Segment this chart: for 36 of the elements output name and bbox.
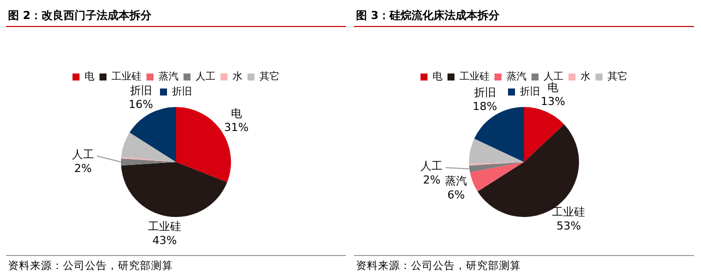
- legend-label: 其它: [260, 70, 280, 83]
- legend-label: 折旧: [520, 86, 540, 98]
- slice-label: 折旧: [474, 86, 496, 100]
- legend-label: 人工: [544, 72, 564, 83]
- legend-label: 工业硅: [112, 70, 142, 83]
- legend-label: 电: [84, 70, 94, 83]
- data-label: 43%: [152, 234, 177, 247]
- legend-label: 折旧: [172, 86, 192, 98]
- slice-label: 工业硅: [148, 220, 182, 233]
- slice-label: 人工: [72, 148, 94, 161]
- legend-label: 蒸汽: [158, 70, 178, 83]
- legend-label: 水: [580, 70, 590, 83]
- slice-label: 电: [230, 106, 242, 120]
- data-label: 53%: [556, 220, 581, 233]
- data-label: 31%: [224, 120, 249, 134]
- data-label: 16%: [128, 98, 154, 111]
- data-label: 18%: [472, 100, 498, 114]
- slice-label: 工业硅: [552, 206, 586, 219]
- slice-label: 蒸汽: [445, 174, 468, 188]
- legend-label: 蒸汽: [506, 70, 526, 83]
- legend-label: 水: [232, 70, 242, 83]
- data-label: 6%: [447, 188, 465, 202]
- text: 资料来源：公司公告，研究部测算: [354, 255, 694, 276]
- data-label: 13%: [540, 94, 566, 108]
- slice-label: 人工: [420, 160, 443, 173]
- legend-label: 其它: [608, 70, 628, 83]
- data-label: 2%: [423, 174, 440, 187]
- text: 资料来源：公司公告，研究部测算: [6, 255, 346, 276]
- chart-title: 图 2：改良西门子法成本拆分: [6, 4, 346, 27]
- slice-label: 电: [547, 80, 558, 94]
- data-label: 2%: [74, 162, 92, 175]
- chart-title: 图 3：硅烷流化床法成本拆分: [354, 4, 694, 27]
- legend-label: 工业硅: [460, 70, 490, 83]
- slice-label: 折旧: [130, 84, 152, 97]
- legend-label: 电: [432, 70, 442, 83]
- legend-label: 人工: [196, 72, 216, 83]
